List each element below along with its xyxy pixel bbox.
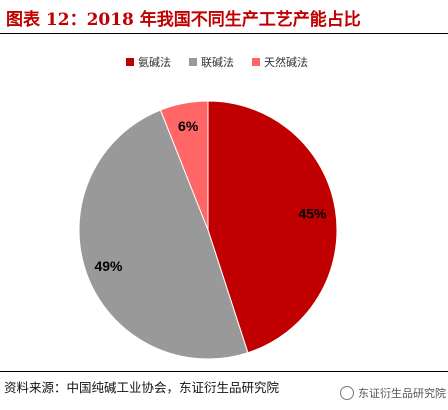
watermark-text: 东证衍生品研究院 <box>358 387 446 400</box>
legend-item-natural-soda: 天然碱法 <box>252 54 308 70</box>
legend-label-ammonia-soda: 氨碱法 <box>138 56 171 69</box>
legend-swatch-ammonia-soda <box>126 58 134 66</box>
data-label-joint-soda: 49% <box>94 258 123 274</box>
legend-swatch-natural-soda <box>252 58 260 66</box>
data-label-natural-soda: 6% <box>178 118 199 134</box>
legend-swatch-joint-soda <box>189 58 197 66</box>
pie-slice-ammonia-soda <box>207 100 338 354</box>
watermark: 东证衍生品研究院 <box>340 385 446 401</box>
wechat-icon <box>340 386 354 400</box>
legend-label-natural-soda: 天然碱法 <box>264 56 308 69</box>
data-label-ammonia-soda: 45% <box>298 205 327 221</box>
footer-rule <box>0 371 448 372</box>
legend-label-joint-soda: 联碱法 <box>201 56 234 69</box>
pie-slice-joint-soda <box>78 109 249 360</box>
legend-item-ammonia-soda: 氨碱法 <box>126 54 171 70</box>
source-note: 资料来源：中国纯碱工业协会，东证衍生品研究院 <box>4 380 280 395</box>
chart-legend: 氨碱法 联碱法 天然碱法 <box>126 54 308 70</box>
page-title: 图表 12：2018 年我国不同生产工艺产能占比 <box>6 10 361 30</box>
title-underline <box>0 33 448 34</box>
pie-slice-natural-soda <box>159 100 209 231</box>
legend-item-joint-soda: 联碱法 <box>189 54 234 70</box>
